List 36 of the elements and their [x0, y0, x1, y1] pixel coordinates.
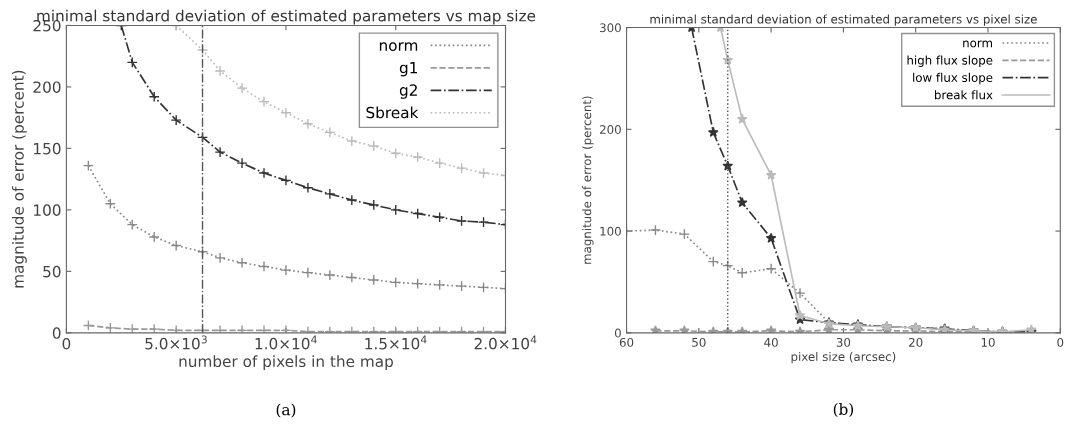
y-tick-label: 100 [600, 226, 621, 236]
x-axis-title: pixel size (arcsec) [791, 351, 896, 364]
y-axis-title: magnitude of error (percent) [12, 70, 27, 288]
x-tick-label: 30 [836, 337, 851, 347]
text: (a) [276, 403, 296, 418]
y-tick-label: 200 [600, 125, 621, 134]
x-tick-label: 60 [619, 337, 634, 347]
x-tick-label: 40 [764, 337, 778, 347]
legend-label: high flux slope [907, 55, 993, 67]
legend-label: g1 [399, 62, 418, 77]
x-tick-label: 20 [909, 337, 923, 347]
y-tick-label: 150 [34, 142, 61, 155]
x-tick-label: 0 [62, 337, 71, 350]
x-tick-label: 1.0×10$^{4}$ [255, 335, 317, 350]
legend-label: break flux [935, 90, 993, 100]
x-tick-label: 5.0×10$^{3}$ [145, 335, 207, 350]
y-axis-title: magnitude of error (percent) [582, 96, 594, 264]
legend-label: norm [379, 42, 418, 52]
y-tick-label: 200 [33, 81, 61, 93]
chart-title: minimal standard deviation of estimated parameters vs pixel size [650, 14, 1037, 26]
legend-label: norm [963, 40, 992, 48]
x-tick-label: 1.5×10$^{4}$ [365, 335, 427, 350]
text: (b) [833, 403, 854, 418]
y-tick-label: 300 [600, 23, 621, 33]
x-tick-label: 50 [692, 337, 706, 347]
y-tick-label: 0 [614, 328, 621, 338]
y-tick-label: 0 [52, 327, 61, 339]
x-tick-label: 0 [1057, 337, 1064, 347]
legend-label: Sbreak [366, 106, 419, 119]
x-tick-label: 10 [981, 337, 995, 347]
x-axis-title: number of pixels in the map [179, 355, 393, 371]
legend-label: low flux slope [913, 72, 993, 85]
x-tick-label: 2.0×10$^{4}$ [474, 335, 537, 350]
legend-label: g2 [399, 84, 417, 99]
y-tick-label: 50 [43, 265, 61, 278]
y-tick-label: 100 [34, 204, 61, 216]
